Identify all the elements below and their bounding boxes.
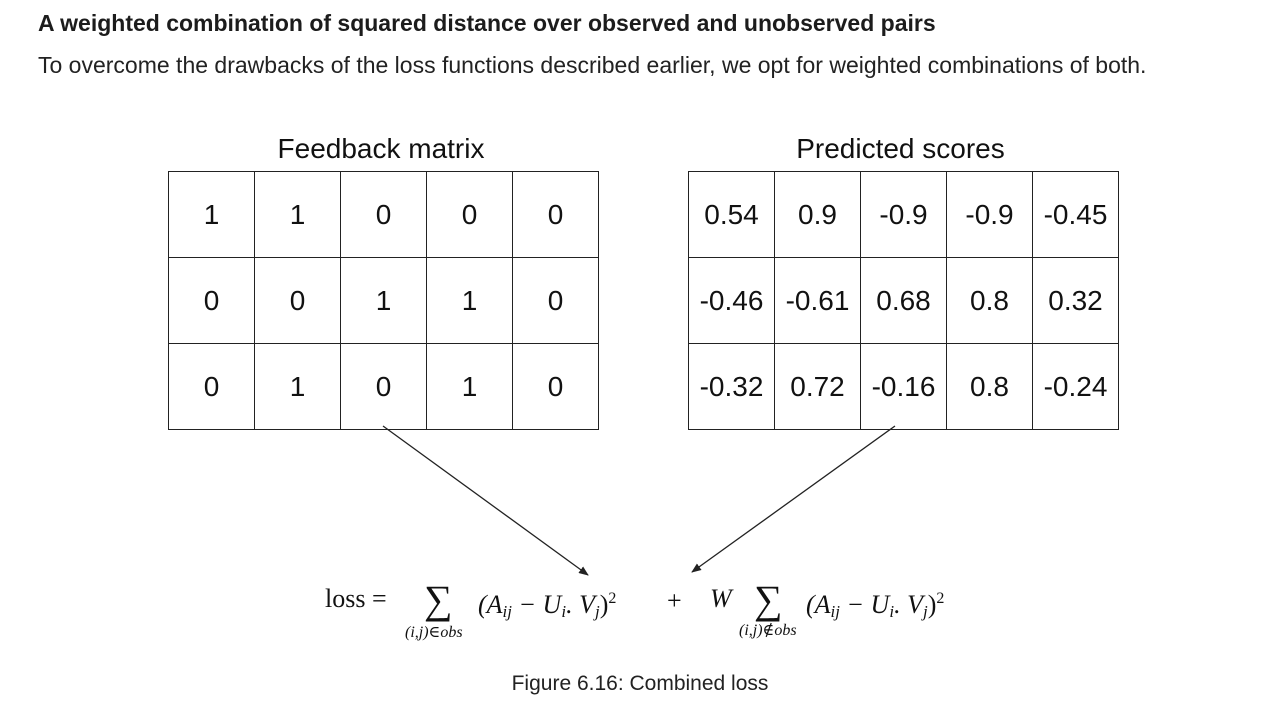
predicted-scores-cell: -0.16: [860, 343, 947, 430]
predicted-scores-cell: 0.54: [688, 171, 775, 258]
feedback-matrix-cell: 0: [512, 343, 599, 430]
feedback-matrix-cell: 1: [340, 257, 427, 344]
loss-label: loss =: [325, 584, 387, 613]
feedback-matrix-cell: 0: [168, 257, 255, 344]
predicted-scores-cell: 0.8: [946, 343, 1033, 430]
predicted-scores-matrix: 0.54 0.9 -0.9 -0.9 -0.45 -0.46 -0.61 0.68 0.8 0.3…: [688, 171, 1119, 430]
arrow-predicted-to-unobserved: [691, 425, 896, 573]
arrow-feedback-to-observed: [382, 425, 589, 576]
predicted-scores-row: -0.32 0.72 -0.16 0.8 -0.24: [688, 343, 1119, 430]
predicted-scores-cell: 0.72: [774, 343, 861, 430]
feedback-matrix-cell: 1: [168, 171, 255, 258]
predicted-scores-row: -0.46 -0.61 0.68 0.8 0.32: [688, 257, 1119, 344]
observed-term: (Aij − Ui. Vj)2: [478, 590, 617, 621]
section-heading: A weighted combination of squared distan…: [38, 10, 936, 36]
figure-caption: Figure 6.16: Combined loss: [511, 672, 769, 695]
feedback-matrix-cell: 1: [254, 343, 341, 430]
predicted-scores-cell: -0.61: [774, 257, 861, 344]
predicted-scores-title: Predicted scores: [796, 133, 1005, 164]
plus-sign: +: [667, 586, 682, 615]
predicted-scores-cell: -0.9: [860, 171, 947, 258]
predicted-scores-cell: -0.9: [946, 171, 1033, 258]
predicted-scores-cell: -0.32: [688, 343, 775, 430]
feedback-matrix-cell: 1: [254, 171, 341, 258]
predicted-scores-cell: 0.68: [860, 257, 947, 344]
unobserved-sum-sigma: ∑: [754, 577, 783, 622]
predicted-scores-cell: -0.24: [1032, 343, 1119, 430]
feedback-matrix-cell: 0: [254, 257, 341, 344]
unobserved-term: (Aij − Ui. Vj)2: [806, 590, 945, 621]
intro-paragraph: To overcome the drawbacks of the loss fu…: [38, 52, 1147, 78]
feedback-matrix-cell: 0: [512, 257, 599, 344]
predicted-scores-cell: -0.45: [1032, 171, 1119, 258]
unobserved-sum-subscript: (i,j)∉obs: [739, 622, 797, 639]
predicted-scores-row: 0.54 0.9 -0.9 -0.9 -0.45: [688, 171, 1119, 258]
predicted-scores-cell: 0.9: [774, 171, 861, 258]
predicted-scores-cell: -0.46: [688, 257, 775, 344]
weight-symbol: W: [710, 584, 732, 613]
observed-sum-sigma: ∑: [424, 577, 453, 622]
feedback-matrix-cell: 0: [340, 343, 427, 430]
feedback-matrix-cell: 0: [512, 171, 599, 258]
loss-formula: loss = ∑ (i,j)∈obs (Aij − Ui. Vj)2 + W ∑…: [0, 568, 1280, 648]
feedback-matrix-cell: 0: [168, 343, 255, 430]
feedback-matrix-cell: 0: [426, 171, 513, 258]
predicted-scores-cell: 0.32: [1032, 257, 1119, 344]
observed-sum-subscript: (i,j)∈obs: [405, 624, 463, 641]
feedback-matrix-title: Feedback matrix: [277, 133, 485, 164]
feedback-matrix-cell: 1: [426, 257, 513, 344]
